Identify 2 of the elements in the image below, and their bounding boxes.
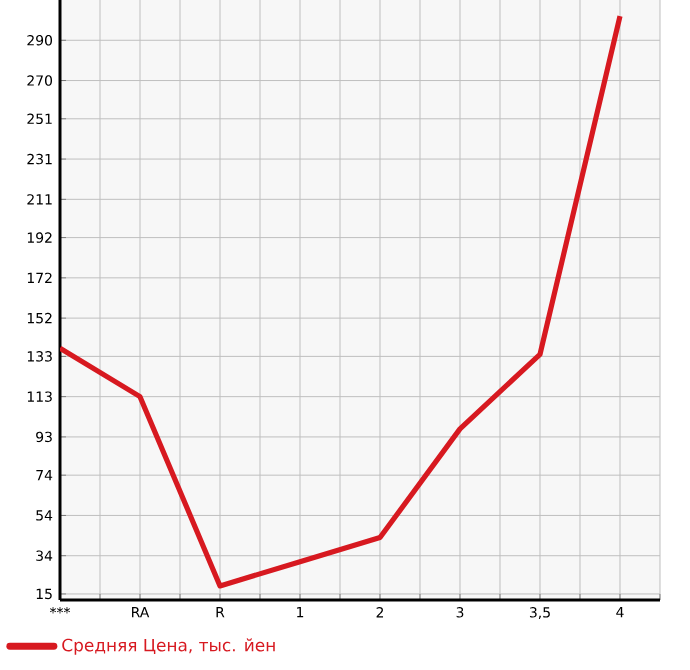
line-series — [60, 13, 623, 589]
legend-label: Средняя Цена, тыс. йен — [62, 638, 275, 655]
